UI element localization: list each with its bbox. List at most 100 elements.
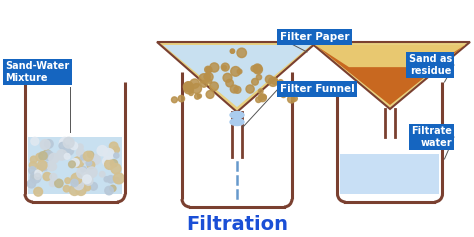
Circle shape [210, 82, 219, 91]
Circle shape [69, 185, 80, 196]
Circle shape [221, 63, 229, 71]
Circle shape [230, 85, 238, 93]
Circle shape [268, 77, 278, 87]
Circle shape [281, 92, 286, 98]
Circle shape [44, 151, 54, 161]
Circle shape [204, 73, 213, 81]
Circle shape [190, 79, 200, 88]
Circle shape [35, 171, 40, 177]
Polygon shape [310, 42, 470, 109]
Circle shape [81, 166, 86, 172]
Circle shape [114, 153, 119, 158]
Circle shape [49, 180, 55, 187]
Circle shape [86, 160, 91, 166]
Circle shape [49, 153, 59, 163]
Text: Filtrate
water: Filtrate water [411, 126, 452, 148]
Circle shape [183, 82, 193, 92]
Circle shape [111, 164, 121, 174]
Polygon shape [315, 45, 465, 67]
Circle shape [82, 181, 87, 186]
Circle shape [113, 173, 124, 184]
Ellipse shape [230, 111, 244, 118]
Circle shape [178, 96, 184, 102]
Circle shape [231, 67, 240, 76]
Circle shape [30, 173, 41, 183]
Circle shape [258, 94, 266, 102]
Circle shape [74, 180, 84, 190]
Circle shape [90, 154, 100, 165]
Circle shape [56, 150, 67, 160]
Circle shape [37, 166, 44, 172]
Polygon shape [28, 137, 122, 194]
Circle shape [262, 95, 266, 99]
Circle shape [230, 49, 235, 53]
Circle shape [199, 74, 209, 83]
Circle shape [76, 149, 84, 157]
Circle shape [189, 91, 193, 96]
Circle shape [83, 173, 89, 178]
Text: Sand-Water
Mixture: Sand-Water Mixture [5, 61, 69, 83]
Circle shape [82, 155, 91, 164]
Circle shape [252, 78, 258, 85]
Circle shape [31, 137, 39, 145]
Circle shape [113, 146, 119, 153]
Text: Filter Funnel: Filter Funnel [280, 84, 355, 94]
Circle shape [105, 186, 113, 195]
Circle shape [84, 185, 91, 191]
Circle shape [256, 75, 262, 80]
Circle shape [278, 80, 283, 85]
Circle shape [107, 176, 115, 183]
Circle shape [206, 91, 214, 98]
Polygon shape [340, 154, 439, 194]
Circle shape [103, 149, 114, 159]
Circle shape [258, 95, 264, 100]
Circle shape [76, 185, 86, 196]
Circle shape [50, 173, 57, 180]
Circle shape [39, 152, 47, 160]
Circle shape [223, 73, 232, 82]
Circle shape [34, 187, 43, 196]
Circle shape [191, 84, 201, 93]
Circle shape [86, 167, 97, 178]
Circle shape [30, 156, 37, 163]
Polygon shape [315, 45, 465, 105]
Circle shape [226, 79, 233, 87]
Circle shape [251, 66, 257, 72]
Circle shape [208, 79, 212, 83]
Circle shape [36, 153, 44, 161]
Circle shape [29, 162, 36, 169]
Circle shape [55, 179, 63, 187]
Circle shape [77, 168, 87, 178]
Circle shape [37, 160, 47, 170]
Circle shape [201, 80, 207, 87]
Circle shape [83, 151, 93, 161]
Circle shape [73, 157, 84, 168]
Circle shape [100, 171, 105, 177]
Circle shape [184, 84, 193, 94]
Circle shape [102, 157, 112, 166]
Circle shape [110, 160, 118, 167]
Circle shape [81, 155, 85, 160]
Circle shape [43, 150, 51, 157]
Circle shape [47, 162, 55, 171]
Circle shape [271, 78, 278, 84]
Circle shape [40, 140, 50, 150]
Circle shape [71, 159, 79, 167]
Circle shape [29, 167, 36, 174]
Circle shape [77, 144, 83, 150]
Circle shape [206, 67, 212, 73]
Circle shape [83, 175, 91, 183]
Circle shape [237, 69, 242, 74]
Circle shape [237, 48, 246, 58]
Circle shape [109, 142, 118, 151]
Polygon shape [163, 45, 311, 107]
Circle shape [59, 139, 69, 148]
Circle shape [61, 138, 69, 146]
Ellipse shape [230, 118, 244, 126]
Circle shape [35, 170, 41, 176]
Circle shape [185, 82, 192, 90]
Circle shape [71, 179, 78, 187]
Circle shape [27, 180, 36, 188]
Circle shape [63, 185, 70, 192]
Circle shape [71, 173, 82, 184]
